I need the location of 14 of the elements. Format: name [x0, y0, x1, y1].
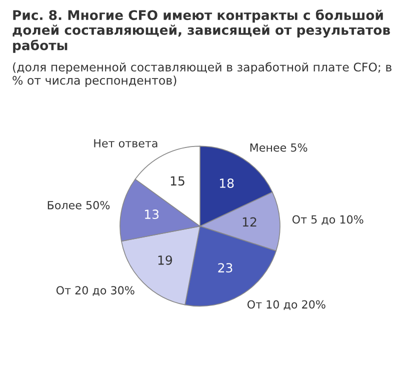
data-label: 18	[220, 178, 234, 188]
chart-subtitle: (доля переменной составляющей в заработной плате CFO; в % от числа респондентов)	[12, 62, 392, 88]
slice-label: От 10 до 20%	[247, 300, 326, 310]
chart-title: Рис. 8. Многие CFO имеют контракты с большой долей составляющей, зависящей от результатов работы	[12, 9, 390, 53]
slice-label: Более 50%	[48, 200, 110, 210]
slice-label: От 5 до 10%	[292, 215, 364, 226]
data-label: 12	[242, 217, 256, 227]
data-label: 13	[145, 210, 159, 220]
data-label: 19	[158, 255, 172, 265]
slice-label: Нет ответа	[94, 139, 158, 148]
slice-label: От 20 до 30%	[56, 286, 134, 296]
slice-label: Менее 5%	[250, 143, 308, 152]
data-label: 15	[170, 176, 184, 186]
data-label: 23	[218, 263, 232, 273]
